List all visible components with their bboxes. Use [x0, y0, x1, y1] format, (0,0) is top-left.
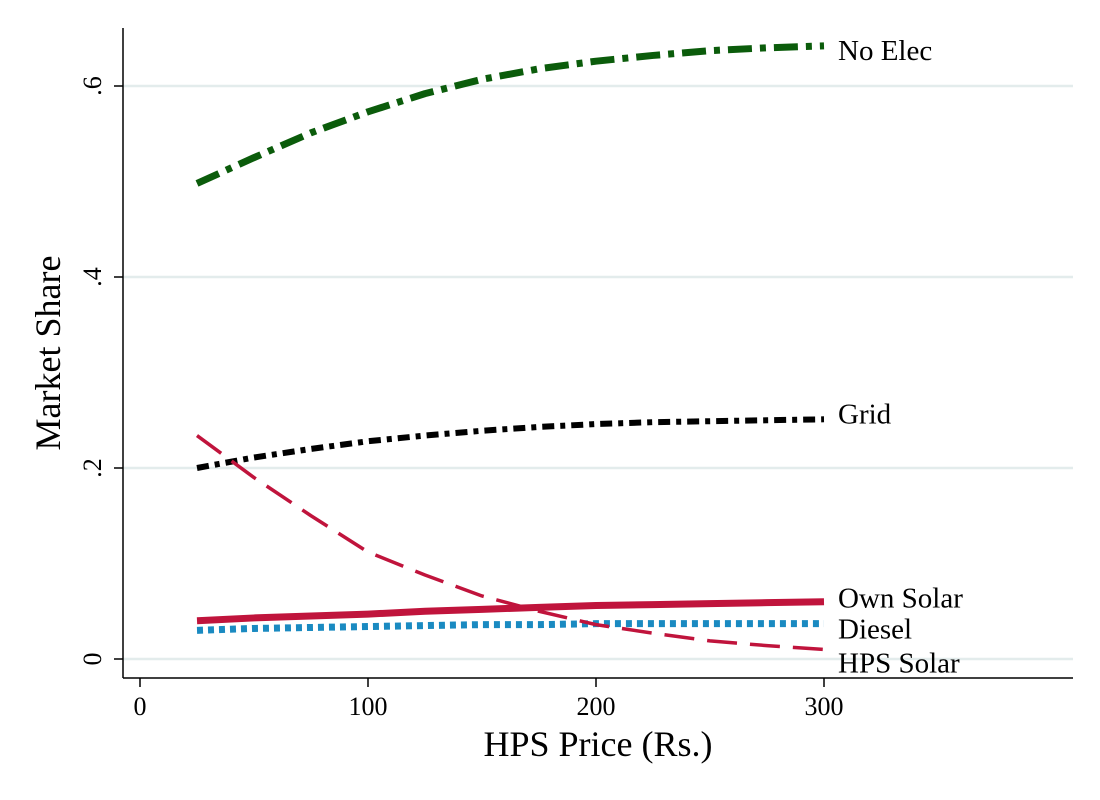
x-tick-label: 200 — [577, 692, 616, 721]
series-label: Diesel — [838, 614, 912, 646]
x-tick-label: 300 — [805, 692, 844, 721]
series-line-no-elec — [195, 42, 825, 187]
gridlines — [123, 84, 1073, 661]
series-line-grid — [196, 416, 825, 471]
series-line-hps-solar — [195, 434, 825, 652]
x-ticks: 0 100 200 300 — [134, 678, 844, 721]
y-tick-label: .6 — [78, 76, 107, 96]
series-label: HPS Solar — [838, 647, 960, 679]
axes — [122, 28, 1073, 679]
series-label: No Elec — [838, 35, 932, 67]
x-tick-label: 100 — [349, 692, 388, 721]
series-label: Grid — [838, 398, 892, 430]
series-line-own-solar — [196, 598, 825, 625]
y-ticks: 0 .2 .4 .6 — [78, 76, 123, 666]
series-lines — [195, 42, 825, 652]
series-label: Own Solar — [838, 583, 963, 615]
y-tick-label: .4 — [78, 267, 107, 287]
series-line-diesel — [196, 620, 824, 634]
x-axis-title: HPS Price (Rs.) — [483, 724, 712, 764]
y-tick-label: .2 — [78, 458, 107, 478]
x-tick-label: 0 — [134, 692, 147, 721]
y-tick-label: 0 — [78, 653, 107, 666]
y-axis-title: Market Share — [28, 256, 68, 451]
